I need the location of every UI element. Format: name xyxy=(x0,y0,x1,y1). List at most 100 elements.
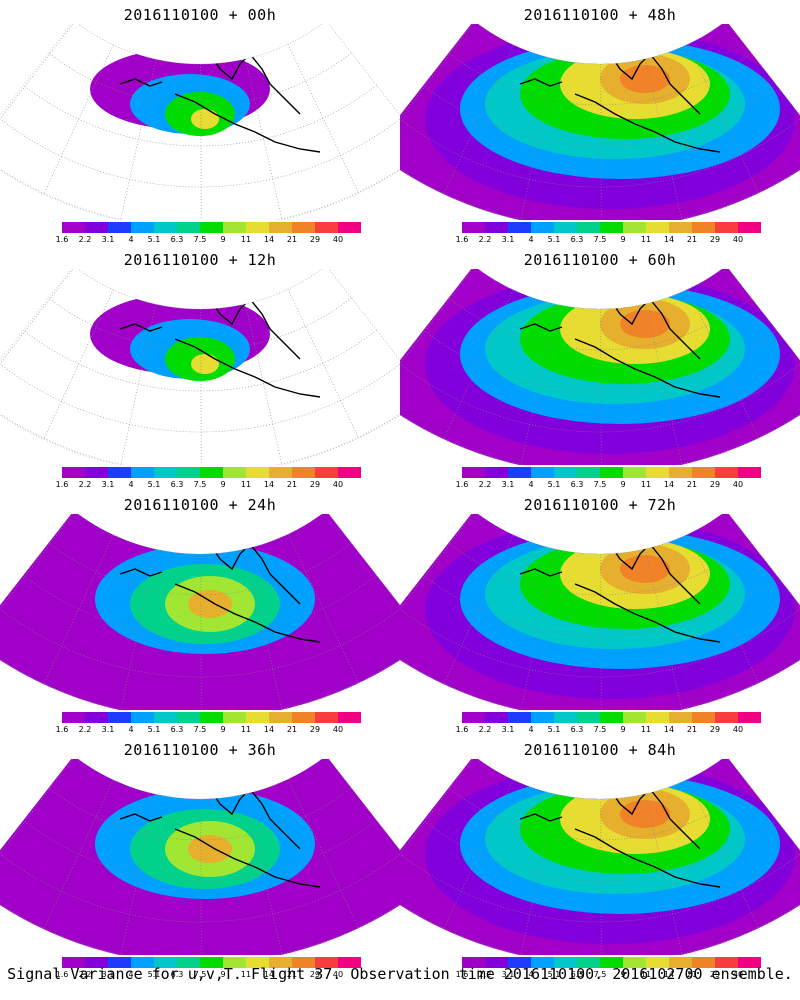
colorbar-label: 29 xyxy=(309,480,321,489)
longitude-line xyxy=(0,269,76,398)
colorbar-label: 7.5 xyxy=(593,235,607,244)
colorbar-segment xyxy=(292,467,315,478)
colorbar-segment xyxy=(508,712,531,723)
colorbar-label: 21 xyxy=(686,235,698,244)
colorbar-label: 6.3 xyxy=(170,480,184,489)
longitude-line xyxy=(245,548,283,710)
longitude-line xyxy=(443,534,514,685)
longitude-line xyxy=(645,303,683,465)
latitude-line xyxy=(0,852,400,923)
colorbar-segment xyxy=(623,467,646,478)
colorbar-label: 1.6 xyxy=(455,970,469,979)
latitude-line xyxy=(48,542,352,596)
longitude-line xyxy=(687,779,759,929)
variance-contour xyxy=(620,65,670,93)
colorbar-segment xyxy=(577,712,600,723)
colorbar-label: 11 xyxy=(640,970,652,979)
colorbar-segment xyxy=(669,957,692,968)
colorbar-label: 2.2 xyxy=(78,480,92,489)
colorbar-segment xyxy=(200,222,223,233)
colorbar-label: 5.1 xyxy=(547,480,561,489)
colorbar-segment xyxy=(462,467,485,478)
colorbar-segment xyxy=(200,957,223,968)
colorbar-segment xyxy=(715,222,738,233)
longitude-line xyxy=(443,44,514,195)
colorbar-label: 1.6 xyxy=(455,725,469,734)
colorbar-segment xyxy=(600,712,623,723)
colorbar-label: 14 xyxy=(263,480,275,489)
colorbar-label: 4 xyxy=(128,480,134,489)
colorbar-label: 4 xyxy=(528,725,534,734)
colorbar-label: 7.5 xyxy=(593,480,607,489)
colorbar-segment xyxy=(554,222,577,233)
colorbar-label: 2.2 xyxy=(478,970,492,979)
colorbar-label: 3.1 xyxy=(101,235,115,244)
longitude-line xyxy=(43,779,114,930)
colorbar-segment xyxy=(531,222,554,233)
colorbar-label: 9 xyxy=(220,235,226,244)
colorbar-segment xyxy=(531,467,554,478)
colorbar-segment xyxy=(485,712,508,723)
colorbar-label: 6.3 xyxy=(570,235,584,244)
colorbar-segment xyxy=(623,957,646,968)
colorbar-label: 4 xyxy=(528,235,534,244)
colorbar-segment xyxy=(108,222,131,233)
longitude-line xyxy=(287,289,359,439)
colorbar-label: 40 xyxy=(732,725,744,734)
forecast-panel: 2016110100 + 00h 1.6 2.2 3.1 4 5.1 6.3 7.5 9 11 14… xyxy=(0,0,400,245)
colorbar-segment xyxy=(246,957,269,968)
colorbar-label: 3.1 xyxy=(101,725,115,734)
forecast-panel: 2016110100 + 60h 1.6 2.2 3.1 4 5.1 6.3 7.5 9 11 14… xyxy=(400,245,800,490)
colorbar-label: 5.1 xyxy=(547,970,561,979)
colorbar-label: 9 xyxy=(220,480,226,489)
colorbar-segment xyxy=(600,957,623,968)
variance-contour xyxy=(620,310,670,338)
variance-map xyxy=(400,514,800,710)
colorbar-label: 21 xyxy=(686,970,698,979)
colorbar-segment xyxy=(485,222,508,233)
colorbar-segment xyxy=(715,467,738,478)
forecast-panel: 2016110100 + 84h 1.6 2.2 3.1 4 5.1 6.3 7.5 9 11 14… xyxy=(400,735,800,980)
longitude-line xyxy=(443,779,514,930)
colorbar-label: 7.5 xyxy=(193,725,207,734)
colorbar-segment xyxy=(646,712,669,723)
colorbar-labels: 1.6 2.2 3.1 4 5.1 6.3 7.5 9 11 14 21 29 40 xyxy=(54,725,354,735)
colorbar-labels: 1.6 2.2 3.1 4 5.1 6.3 7.5 9 11 14 21 29 40 xyxy=(454,235,754,245)
colorbar-segment xyxy=(692,222,715,233)
latitude-line xyxy=(23,84,377,147)
colorbar-segment xyxy=(600,467,623,478)
colorbar-label: 2.2 xyxy=(478,235,492,244)
colorbar-label: 7.5 xyxy=(193,480,207,489)
colorbar-segment xyxy=(554,467,577,478)
colorbar-label: 5.1 xyxy=(147,480,161,489)
longitude-line xyxy=(600,553,602,710)
longitude-line xyxy=(600,63,602,220)
colorbar xyxy=(62,712,361,723)
longitude-line xyxy=(645,793,683,955)
longitude-line xyxy=(687,534,759,684)
colorbar-label: 7.5 xyxy=(593,725,607,734)
forecast-panel: 2016110100 + 12h 1.6 2.2 3.1 4 5.1 6.3 7.5 9 11 14… xyxy=(0,245,400,490)
colorbar-segment xyxy=(246,222,269,233)
variance-contour xyxy=(188,835,232,863)
colorbar-label: 40 xyxy=(332,725,344,734)
colorbar-segment xyxy=(108,957,131,968)
colorbar-label: 2.2 xyxy=(78,725,92,734)
longitude-line xyxy=(200,798,202,955)
colorbar-label: 2.2 xyxy=(478,725,492,734)
colorbar-label: 5.1 xyxy=(147,970,161,979)
colorbar-segment xyxy=(462,712,485,723)
colorbar-segment xyxy=(62,222,85,233)
longitude-line xyxy=(287,44,359,194)
longitude-line xyxy=(200,553,202,710)
colorbar-label: 3.1 xyxy=(501,970,515,979)
colorbar-label: 1.6 xyxy=(455,480,469,489)
colorbar-label: 6.3 xyxy=(570,725,584,734)
latitude-line xyxy=(23,819,377,882)
colorbar xyxy=(462,467,761,478)
colorbar-segment xyxy=(692,712,715,723)
colorbar-segment xyxy=(577,957,600,968)
colorbar-segment xyxy=(715,957,738,968)
colorbar-label: 7.5 xyxy=(593,970,607,979)
colorbar-label: 21 xyxy=(286,725,298,734)
